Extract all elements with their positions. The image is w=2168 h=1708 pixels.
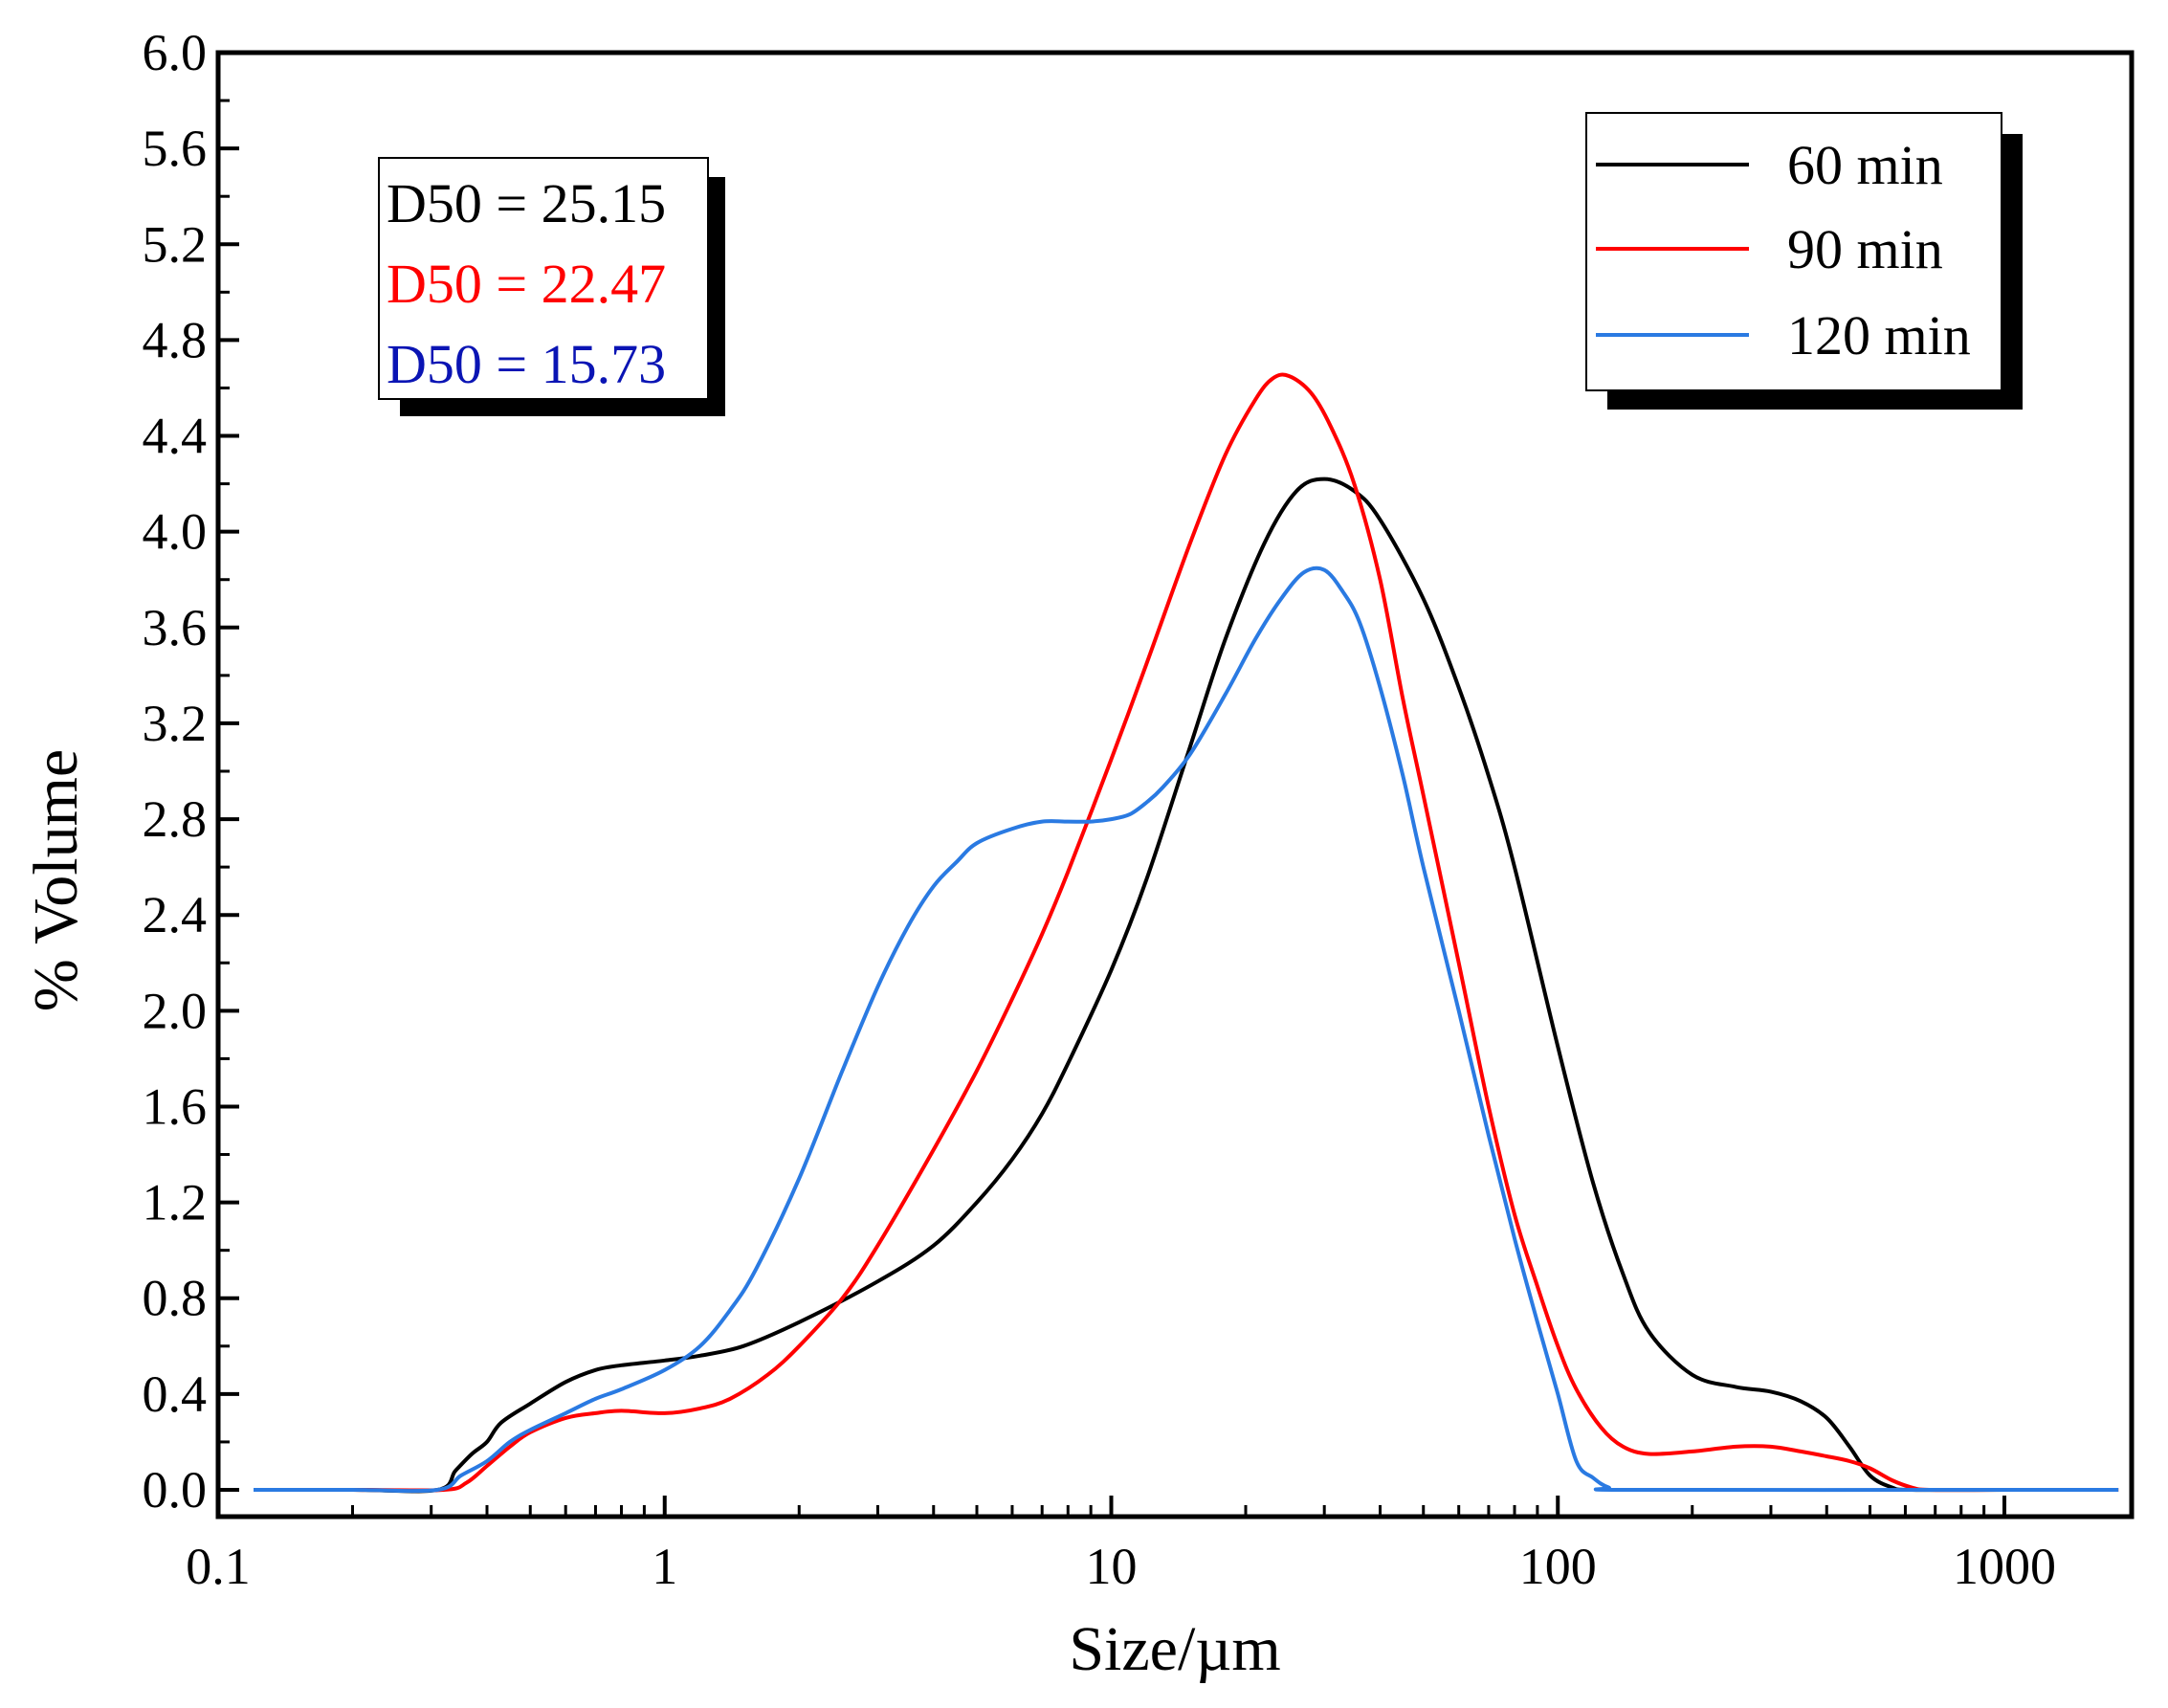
x-tick-label: 100 (1519, 1538, 1597, 1595)
y-axis-title: % Volume (21, 749, 91, 1011)
y-tick-label: 3.6 (143, 599, 208, 656)
y-tick-label: 5.6 (143, 120, 208, 177)
y-tick-label: 4.0 (143, 503, 208, 561)
y-tick-label: 0.4 (143, 1365, 208, 1423)
legend-label-60min: 60 min (1787, 134, 1943, 196)
annotation-line-60: D50 = 25.15 (387, 172, 666, 234)
annotation-line-90: D50 = 22.47 (387, 253, 666, 315)
y-tick-label: 2.0 (143, 982, 208, 1039)
x-tick-label: 10 (1086, 1538, 1138, 1595)
plot-frame (215, 50, 2135, 1519)
y-tick-label: 5.2 (143, 215, 208, 273)
d50-annotation: D50 = 25.15 D50 = 22.47 D50 = 15.73 (378, 157, 725, 416)
legend: 60 min 90 min 120 min (1585, 112, 2023, 410)
legend-label-90min: 90 min (1787, 218, 1943, 280)
x-tick-label: 0.1 (186, 1538, 251, 1595)
y-tick-label: 0.0 (143, 1461, 208, 1519)
y-tick-label: 4.4 (143, 408, 208, 465)
series-layer (253, 372, 2119, 1494)
y-tick-label: 1.6 (143, 1077, 208, 1135)
y-axis: 0.0 0.4 0.8 1.2 1.6 2.0 2.4 2.8 3.2 3.6 4.0 4.4 4.8 5… (143, 24, 239, 1519)
series-line-90min (253, 372, 2119, 1493)
series-line-60min (253, 477, 2119, 1494)
legend-box (1585, 112, 2002, 391)
x-tick-label: 1 (652, 1538, 677, 1595)
x-axis: 0.1 1 10 100 1000 (186, 1496, 2056, 1595)
annotation-line-120: D50 = 15.73 (387, 333, 666, 395)
x-axis-title: Size/µm (1069, 1614, 1280, 1684)
annotation-box (378, 157, 709, 400)
series-line-120min (253, 566, 2119, 1494)
y-tick-label: 1.2 (143, 1174, 208, 1231)
x-tick-label: 1000 (1953, 1538, 2056, 1595)
y-tick-label: 3.2 (143, 695, 208, 752)
y-tick-label: 0.8 (143, 1270, 208, 1327)
y-tick-label: 4.8 (143, 311, 208, 368)
y-tick-label: 6.0 (143, 24, 208, 81)
legend-label-120min: 120 min (1787, 304, 1971, 366)
y-tick-label: 2.4 (143, 886, 208, 943)
y-tick-label: 2.8 (143, 790, 208, 848)
